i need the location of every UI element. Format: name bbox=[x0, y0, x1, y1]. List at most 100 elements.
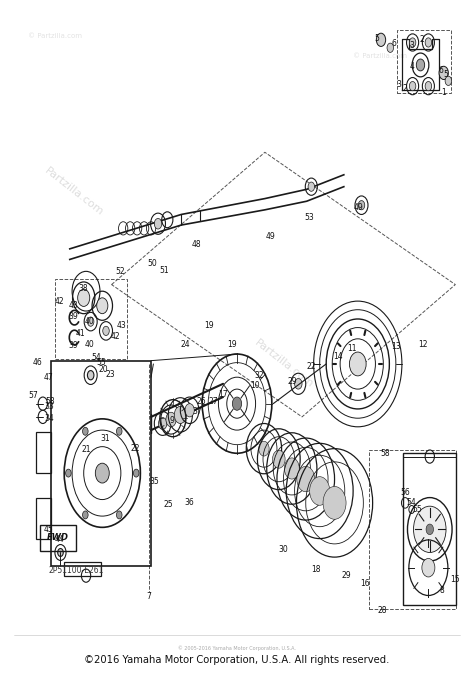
Circle shape bbox=[87, 317, 94, 326]
Text: 13: 13 bbox=[391, 342, 401, 351]
Text: 6: 6 bbox=[438, 65, 443, 75]
Text: 53: 53 bbox=[304, 213, 314, 221]
Text: 45: 45 bbox=[44, 525, 54, 534]
Text: 17: 17 bbox=[218, 390, 228, 399]
Text: 44: 44 bbox=[55, 535, 64, 544]
Text: FWD: FWD bbox=[47, 533, 69, 543]
Circle shape bbox=[87, 371, 94, 380]
Text: 32: 32 bbox=[255, 371, 264, 381]
Text: 40: 40 bbox=[84, 340, 94, 348]
Text: 21: 21 bbox=[81, 446, 91, 454]
Circle shape bbox=[410, 38, 416, 47]
Text: 47: 47 bbox=[44, 373, 54, 381]
Text: 41: 41 bbox=[75, 329, 85, 338]
Text: 5: 5 bbox=[374, 34, 379, 43]
Text: 29: 29 bbox=[342, 571, 351, 580]
Text: 43: 43 bbox=[117, 321, 127, 330]
Circle shape bbox=[158, 418, 167, 429]
Text: © 2005-2016 Yamaha Motor Corporation, U.S.A.: © 2005-2016 Yamaha Motor Corporation, U.… bbox=[178, 645, 296, 651]
Text: 49: 49 bbox=[354, 203, 364, 213]
Text: 16: 16 bbox=[360, 579, 370, 588]
Bar bbox=[397, 30, 451, 92]
Circle shape bbox=[425, 82, 432, 90]
Circle shape bbox=[284, 458, 299, 479]
Bar bbox=[40, 525, 76, 551]
Text: ©2016 Yamaha Motor Corporation, U.S.A. All rights reserved.: ©2016 Yamaha Motor Corporation, U.S.A. A… bbox=[84, 655, 390, 666]
Text: 42: 42 bbox=[110, 331, 120, 341]
Text: 30: 30 bbox=[279, 545, 288, 554]
Circle shape bbox=[97, 298, 108, 314]
Text: 56: 56 bbox=[400, 488, 410, 497]
Text: 23: 23 bbox=[106, 370, 116, 379]
Bar bbox=[55, 279, 127, 358]
Text: 2: 2 bbox=[403, 84, 408, 93]
Circle shape bbox=[416, 59, 425, 71]
Text: 22: 22 bbox=[307, 362, 316, 371]
Circle shape bbox=[426, 524, 434, 535]
Circle shape bbox=[308, 182, 315, 191]
Text: 12: 12 bbox=[418, 340, 428, 348]
Circle shape bbox=[95, 463, 109, 483]
Circle shape bbox=[323, 487, 346, 519]
Text: 52: 52 bbox=[115, 267, 125, 276]
Circle shape bbox=[422, 558, 435, 577]
Text: 34: 34 bbox=[44, 414, 54, 423]
Text: 22: 22 bbox=[131, 444, 140, 453]
Text: 15: 15 bbox=[450, 575, 460, 584]
Text: 14: 14 bbox=[333, 352, 343, 360]
Text: 58: 58 bbox=[46, 396, 55, 406]
Circle shape bbox=[273, 450, 285, 468]
Text: 55: 55 bbox=[97, 358, 106, 367]
Circle shape bbox=[445, 76, 452, 86]
Circle shape bbox=[65, 469, 71, 477]
Text: 3: 3 bbox=[396, 80, 401, 89]
Text: 10: 10 bbox=[250, 381, 259, 389]
Circle shape bbox=[133, 469, 139, 477]
Text: 5: 5 bbox=[444, 70, 448, 79]
Text: 2: 2 bbox=[419, 35, 424, 45]
Text: 8: 8 bbox=[439, 586, 444, 595]
Text: 37: 37 bbox=[192, 407, 202, 416]
Text: 48: 48 bbox=[191, 240, 201, 249]
Text: 43: 43 bbox=[69, 301, 78, 310]
Text: 49: 49 bbox=[265, 232, 275, 242]
Text: 29: 29 bbox=[288, 377, 298, 385]
Bar bbox=[36, 498, 51, 539]
Text: 7: 7 bbox=[146, 592, 151, 601]
Text: 40: 40 bbox=[84, 317, 94, 326]
Bar bbox=[36, 432, 51, 473]
Text: 3: 3 bbox=[409, 40, 414, 50]
Text: 54: 54 bbox=[406, 498, 416, 508]
Circle shape bbox=[295, 379, 302, 389]
Circle shape bbox=[387, 43, 393, 53]
Text: 46: 46 bbox=[32, 358, 42, 367]
Text: 1: 1 bbox=[441, 88, 446, 97]
Circle shape bbox=[376, 33, 386, 47]
Text: 19: 19 bbox=[228, 340, 237, 348]
Circle shape bbox=[185, 404, 194, 417]
Text: 54: 54 bbox=[92, 353, 101, 362]
Text: 6: 6 bbox=[392, 38, 396, 48]
Circle shape bbox=[259, 441, 269, 456]
Text: 4: 4 bbox=[409, 62, 414, 71]
Circle shape bbox=[410, 82, 416, 90]
Bar bbox=[369, 450, 456, 609]
Circle shape bbox=[413, 506, 446, 552]
Circle shape bbox=[82, 511, 88, 519]
Circle shape bbox=[117, 427, 122, 435]
Bar bbox=[403, 453, 456, 605]
Circle shape bbox=[103, 326, 109, 335]
Text: 57: 57 bbox=[28, 392, 38, 400]
Circle shape bbox=[174, 406, 186, 423]
Text: 50: 50 bbox=[147, 259, 157, 268]
Text: Partzilla.com: Partzilla.com bbox=[43, 166, 106, 218]
Text: 9: 9 bbox=[170, 416, 174, 425]
Circle shape bbox=[232, 397, 242, 410]
Bar bbox=[64, 562, 101, 576]
Text: 11: 11 bbox=[347, 344, 357, 352]
Text: 55: 55 bbox=[412, 505, 422, 514]
Text: 39: 39 bbox=[69, 341, 78, 350]
Text: © Partzilla.com: © Partzilla.com bbox=[28, 33, 82, 39]
Text: 33: 33 bbox=[44, 402, 54, 411]
Circle shape bbox=[117, 511, 122, 519]
